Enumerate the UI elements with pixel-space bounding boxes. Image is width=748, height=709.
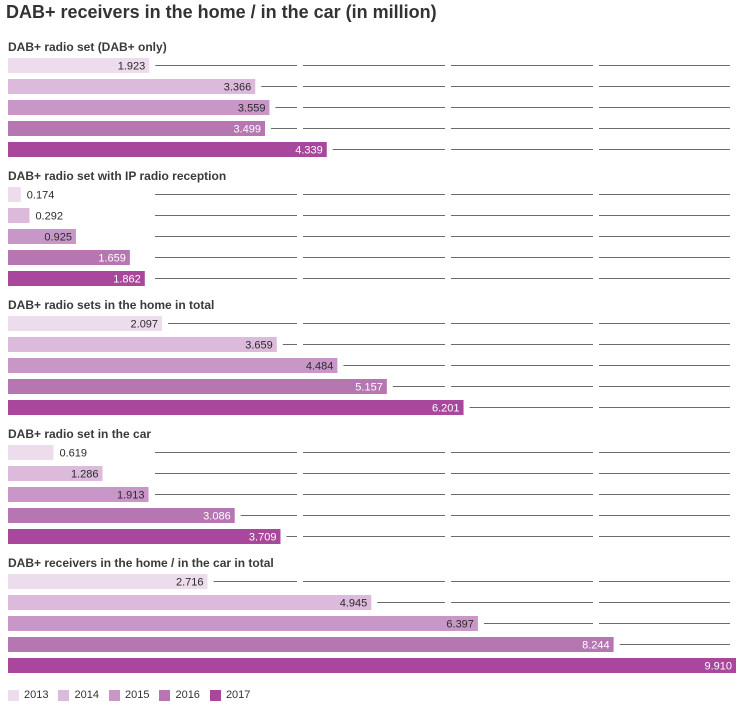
bar-2016: [8, 250, 130, 265]
bar-2016: [8, 379, 387, 394]
bar-2017: [8, 658, 736, 673]
value-label: 4.484: [306, 361, 334, 373]
legend: 2013 2014 2015 2016 2017: [8, 689, 250, 701]
bar-2014: [8, 208, 30, 223]
legend-item-2014: 2014: [58, 689, 99, 701]
bar-2013: [8, 187, 21, 202]
legend-item-2015: 2015: [108, 689, 150, 701]
value-label: 6.397: [446, 619, 474, 631]
bar-2017: [8, 400, 464, 415]
bar-2014: [8, 337, 277, 352]
value-label: 1.923: [118, 61, 146, 73]
legend-label: 2014: [74, 689, 99, 701]
value-label: 3.659: [245, 340, 273, 352]
legend-swatch: [108, 689, 120, 701]
value-label: 3.709: [249, 532, 277, 544]
value-label: 2.097: [131, 319, 159, 331]
legend-label: 2013: [24, 689, 49, 701]
bar-2014: [8, 79, 256, 94]
bar-2017: [8, 142, 327, 157]
bar-chart: DAB+ radio set (DAB+ only) 1.923 3.366 3.55…: [8, 40, 736, 673]
bar-2016: [8, 508, 235, 523]
bar-2016: [8, 637, 614, 652]
chart-title: DAB+ receivers in the home / in the car …: [6, 2, 437, 22]
legend-item-2013: 2013: [8, 689, 48, 701]
value-label: 0.292: [35, 211, 63, 223]
value-label: 1.286: [71, 469, 99, 481]
legend-swatch: [58, 689, 70, 701]
bar-2014: [8, 466, 103, 481]
bar-2014: [8, 595, 372, 610]
group-title: DAB+ radio set with IP radio reception: [8, 169, 226, 183]
value-label: 0.619: [59, 448, 87, 460]
bar-2015: [8, 229, 76, 244]
value-label: 9.910: [704, 661, 732, 673]
value-label: 1.659: [98, 253, 126, 265]
value-label: 1.862: [113, 274, 141, 286]
group-title: DAB+ radio sets in the home in total: [8, 298, 214, 312]
value-label: 8.244: [582, 640, 610, 652]
bar-2017: [8, 529, 281, 544]
legend-item-2016: 2016: [159, 689, 200, 701]
bar-2015: [8, 100, 270, 115]
bar-2016: [8, 121, 266, 136]
legend-swatch: [8, 689, 19, 701]
legend-label: 2016: [175, 689, 200, 701]
value-label: 3.366: [224, 82, 252, 94]
legend-label: 2017: [225, 689, 251, 701]
bar-2013: [8, 58, 150, 73]
value-label: 1.913: [117, 490, 145, 502]
legend-swatch: [209, 689, 221, 701]
value-label: 3.086: [203, 511, 231, 523]
value-label: 6.201: [432, 403, 460, 415]
value-label: 3.499: [234, 124, 262, 136]
bar-2015: [8, 358, 338, 373]
bar-2017: [8, 271, 145, 286]
value-label: 4.945: [340, 598, 368, 610]
legend-label: 2015: [124, 689, 150, 701]
bar-2013: [8, 316, 163, 331]
group-title: DAB+ radio set in the car: [8, 427, 151, 441]
value-label: 5.157: [355, 382, 383, 394]
bar-2015: [8, 616, 478, 631]
bar-2013: [8, 445, 54, 460]
group-title: DAB+ radio set (DAB+ only): [8, 40, 167, 54]
value-label: 0.925: [44, 232, 72, 244]
bar-2013: [8, 574, 208, 589]
value-label: 3.559: [238, 103, 266, 115]
value-label: 0.174: [27, 190, 55, 202]
bar-2015: [8, 487, 149, 502]
group-title: DAB+ receivers in the home / in the car …: [8, 556, 274, 570]
legend-item-2017: 2017: [209, 689, 251, 701]
value-label: 4.339: [295, 145, 323, 157]
value-label: 2.716: [176, 577, 204, 589]
legend-swatch: [159, 689, 171, 701]
